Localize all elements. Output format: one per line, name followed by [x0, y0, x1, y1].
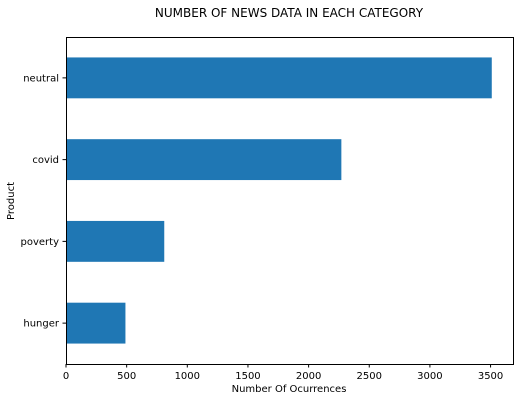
bar-poverty: [66, 220, 165, 262]
y-tick-label: poverty: [21, 237, 60, 248]
bar-neutral: [66, 57, 492, 99]
y-tick-label: hunger: [23, 319, 60, 330]
x-tick-label: 2000: [296, 371, 321, 382]
y-tick-label: neutral: [23, 73, 59, 84]
bars-group: [66, 57, 492, 344]
x-axis-label: Number Of Ocurrences: [232, 384, 347, 395]
x-tick-label: 1000: [175, 371, 200, 382]
y-tick-label: covid: [32, 155, 59, 166]
x-tick-label: 500: [117, 371, 136, 382]
x-tick-label: 2500: [357, 371, 382, 382]
plot-frame: [66, 37, 514, 365]
x-tick-label: 3500: [478, 371, 503, 382]
x-tick-label: 0: [63, 371, 69, 382]
bar-covid: [66, 139, 342, 181]
x-tick-label: 3000: [417, 371, 442, 382]
x-ticks-group: 0 500 1000 1500 2000 2500 3000 3500: [63, 364, 503, 382]
y-ticks-group: neutral covid poverty hunger: [21, 73, 66, 330]
bar-hunger: [66, 302, 126, 344]
y-axis-label: Product: [6, 182, 17, 220]
x-tick-label: 1500: [235, 371, 260, 382]
chart-title: NUMBER OF NEWS DATA IN EACH CATEGORY: [155, 6, 424, 20]
